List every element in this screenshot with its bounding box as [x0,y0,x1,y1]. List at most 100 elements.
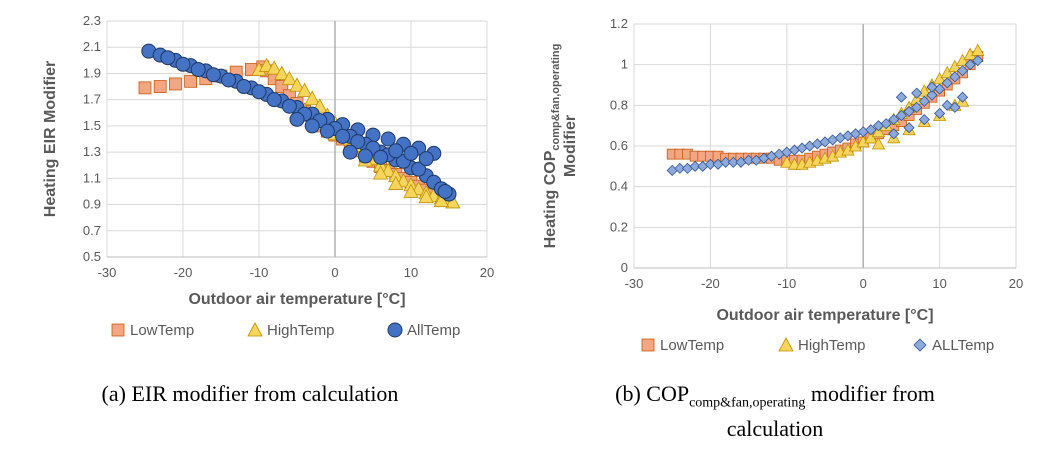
charta-point-alltemp [418,151,434,167]
chartb-point-alltemp [743,154,755,166]
charta-point-hightemp [403,183,419,198]
chartb-point-alltemp [689,160,701,172]
chartb-point-alltemp [895,109,907,122]
charta-point-alltemp [335,128,351,144]
chartb-point-alltemp [895,91,907,103]
chartb-ytick-label: 0 [621,260,628,275]
charta-point-hightemp [372,165,389,180]
charta-xtick-label: -10 [250,265,269,280]
chartb-point-alltemp [956,91,969,103]
caption-b-prefix: (b) COP [615,381,690,406]
chartb-point-alltemp [796,142,808,154]
chartb-legend-label: HighTemp [798,337,866,354]
chartb-xtick-label: 10 [932,276,946,291]
charta-ytick-label: 1.3 [83,144,101,159]
chartb-point-alltemp [681,162,694,174]
charta-point-lowtemp [184,74,198,88]
chartb-point-alltemp [918,114,930,126]
charta-ytick-label: 2.1 [83,39,101,54]
charta-legend-label: AllTemp [407,322,460,339]
chartb-xtick-label: 20 [1009,276,1023,291]
chartb-point-alltemp [865,124,877,136]
charta-legend-marker-alltemp [387,322,403,338]
chartb-point-alltemp [697,160,709,172]
charta-point-alltemp [221,72,237,88]
charta-point-alltemp [373,149,389,165]
chartb-point-alltemp [956,65,969,77]
chartb-point-alltemp [972,55,984,67]
charta-point-alltemp [342,144,358,160]
chartb-point-hightemp [780,155,794,168]
chartb-point-alltemp [903,122,915,134]
charta-point-lowtemp [138,81,152,95]
charta-point-lowtemp [153,80,167,93]
charta-xtick-label: 20 [480,265,494,280]
chartb-point-alltemp [834,132,846,144]
charta-ytick-label: 1.1 [83,170,101,185]
chartb-point-hightemp [971,43,985,56]
chartb-point-alltemp [666,164,678,176]
chartb-point-alltemp [941,99,953,111]
charta-point-alltemp [350,134,366,150]
chartb-point-alltemp [888,128,900,140]
chartb-point-alltemp [926,89,938,101]
chartb-point-alltemp [827,134,839,146]
charta-point-alltemp [190,62,206,78]
charta-ytick-label: 0.9 [83,197,101,212]
chartb-xtick-label: -20 [701,276,720,291]
charta-point-alltemp [319,123,335,139]
chartb-legend-marker-hightemp [778,337,794,352]
chartb-ytick-label: 0.4 [610,179,628,194]
charta-point-alltemp [251,84,267,100]
chartb-point-alltemp [964,59,976,71]
chartb-point-alltemp [934,107,946,120]
charta-point-hightemp [304,90,320,105]
chartb-point-alltemp [819,136,831,148]
charta-point-alltemp [380,131,396,147]
caption-b-line2: calculation [726,416,824,442]
chartb-point-hightemp [864,131,878,144]
charta-point-alltemp [236,79,252,95]
chartb-yaxis-label-line2: Modifier [562,115,579,177]
chartb-ytick-label: 0.8 [610,97,628,112]
chartb-point-alltemp [911,101,923,113]
chartb-xtick-label: -10 [777,276,796,291]
chartb-xaxis-label: Outdoor air temperature [°C] [716,307,933,324]
charta-point-hightemp [296,82,313,97]
charta-point-hightemp [418,188,434,204]
charta-ytick-label: 1.9 [83,65,101,80]
charta-xtick-label: -30 [98,265,117,280]
charta-point-alltemp [357,148,373,164]
caption-b-suffix: modifier from [805,381,935,406]
charta-ytick-label: 2.3 [83,13,101,28]
caption-b-subscript: comp&fan,operating [689,395,806,411]
chartb-point-alltemp [903,105,915,117]
chartb-point-alltemp [788,144,801,156]
chartb-point-alltemp [911,87,923,99]
charta-point-alltemp [175,56,191,72]
chartb-ytick-label: 1.2 [610,16,628,31]
charta-point-alltemp [304,118,320,134]
chartb-point-alltemp [949,71,961,83]
chartb-point-alltemp [727,156,739,168]
chartb-ytick-label: 1 [621,57,628,72]
charta-point-alltemp [266,92,282,108]
chartb-ytick-label: 0.6 [610,138,628,153]
charta-point-alltemp [281,98,297,114]
charta-point-lowtemp [168,77,182,91]
charta-point-alltemp [437,183,453,199]
charta-point-alltemp [403,145,419,161]
chartb-point-alltemp [888,114,900,126]
caption-a: (a) EIR modifier from calculation [101,381,399,406]
charta-point-alltemp [388,143,404,159]
chartb-ytick-label: 0.2 [610,219,628,234]
chartb-point-alltemp [926,81,938,93]
charta-legend-marker-lowtemp [111,323,125,337]
charta-point-alltemp [411,161,427,177]
charta-xtick-label: 0 [331,265,338,280]
chartb-point-alltemp [811,138,823,150]
charta-point-hightemp [388,175,404,190]
chartb-point-alltemp [704,158,716,170]
charta-point-hightemp [266,60,282,75]
